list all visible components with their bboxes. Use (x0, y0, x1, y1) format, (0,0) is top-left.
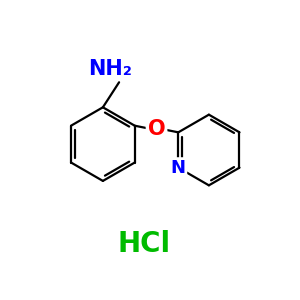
Text: N: N (171, 159, 186, 177)
Text: HCl: HCl (118, 230, 171, 258)
Text: O: O (148, 119, 165, 139)
Text: NH₂: NH₂ (88, 59, 132, 79)
